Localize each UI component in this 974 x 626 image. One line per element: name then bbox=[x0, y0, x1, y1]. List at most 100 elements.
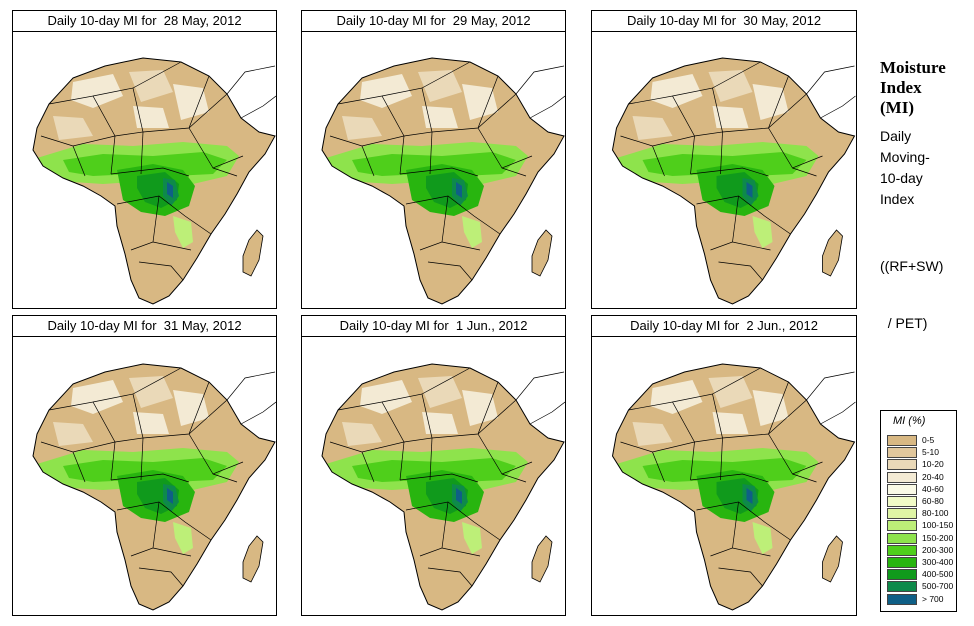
country-border bbox=[441, 241, 481, 251]
country-border bbox=[110, 135, 116, 175]
moisture-region bbox=[173, 216, 193, 248]
country-border bbox=[399, 441, 405, 481]
country-border bbox=[132, 367, 182, 395]
moisture-region bbox=[632, 116, 673, 140]
index-formula-line2: / PET) bbox=[880, 315, 928, 331]
moisture-region bbox=[173, 522, 193, 554]
legend-item: > 700 bbox=[887, 593, 955, 606]
country-border bbox=[718, 261, 763, 281]
legend-label: 10-20 bbox=[922, 459, 944, 470]
legend-label: 20-40 bbox=[922, 471, 944, 482]
index-desc-line3: 10-day bbox=[880, 170, 923, 186]
middle-east-outline bbox=[515, 65, 565, 119]
madagascar bbox=[531, 535, 553, 583]
moisture-region bbox=[418, 70, 462, 102]
moisture-region bbox=[352, 458, 516, 482]
legend-label: 80-100 bbox=[922, 508, 949, 519]
country-border bbox=[690, 135, 695, 175]
legend-swatch bbox=[887, 508, 917, 520]
country-border bbox=[361, 451, 375, 483]
map-panel-1 bbox=[12, 31, 277, 309]
legend-item: 60-80 bbox=[887, 496, 955, 508]
country-border bbox=[138, 567, 184, 587]
index-title-line2: Index bbox=[880, 78, 922, 97]
country-border bbox=[140, 131, 144, 175]
country-border bbox=[501, 167, 527, 177]
moisture-region bbox=[712, 106, 749, 128]
panel-title-6: Daily 10-day MI for 2 Jun., 2012 bbox=[591, 315, 857, 337]
legend-item: 500-700 bbox=[887, 581, 955, 593]
moisture-region bbox=[342, 422, 382, 446]
country-border bbox=[768, 93, 807, 129]
moisture-overlay bbox=[326, 376, 546, 574]
moisture-region bbox=[71, 74, 123, 108]
country-border bbox=[381, 87, 433, 137]
moisture-region bbox=[752, 84, 789, 120]
legend-swatch bbox=[887, 520, 917, 532]
legend-label: 40-60 bbox=[922, 483, 944, 494]
map-panel-2 bbox=[301, 31, 566, 309]
madagascar bbox=[242, 535, 264, 583]
moisture-region bbox=[456, 182, 462, 198]
legend-swatch bbox=[887, 483, 917, 495]
legend-label: > 700 bbox=[922, 593, 944, 604]
moisture-region bbox=[342, 116, 382, 140]
index-description: Moisture Index (MI) Daily Moving- 10-day… bbox=[880, 58, 970, 371]
moisture-region bbox=[752, 522, 773, 554]
country-border bbox=[72, 451, 86, 483]
country-border bbox=[672, 393, 723, 443]
moisture-region bbox=[422, 412, 458, 434]
index-title: Moisture Index (MI) bbox=[880, 58, 970, 118]
legend-swatch bbox=[887, 593, 917, 605]
legend-item: 100-150 bbox=[887, 520, 955, 532]
madagascar bbox=[822, 229, 843, 277]
madagascar bbox=[822, 535, 843, 583]
country-border bbox=[429, 437, 433, 481]
moisture-region bbox=[650, 74, 703, 108]
country-border bbox=[399, 473, 479, 483]
legend-item: 10-20 bbox=[887, 459, 955, 471]
moisture-region bbox=[708, 376, 753, 408]
country-border bbox=[477, 93, 517, 129]
moisture-region bbox=[173, 390, 209, 426]
legend-item: 200-300 bbox=[887, 544, 955, 557]
map-panel-5 bbox=[301, 336, 566, 616]
country-border bbox=[116, 501, 212, 541]
madagascar bbox=[531, 229, 553, 277]
country-border bbox=[732, 547, 771, 557]
country-border bbox=[132, 61, 182, 89]
moisture-region bbox=[632, 422, 673, 446]
country-border bbox=[672, 87, 723, 137]
country-border bbox=[712, 61, 761, 89]
moisture-region bbox=[63, 152, 227, 176]
legend-item: 80-100 bbox=[887, 508, 955, 520]
map-panel-3 bbox=[591, 31, 857, 309]
country-border bbox=[188, 93, 228, 129]
legend-label: 0-5 bbox=[922, 435, 935, 445]
moisture-region bbox=[462, 84, 498, 120]
country-border bbox=[732, 241, 771, 251]
country-border bbox=[399, 167, 479, 177]
country-border bbox=[399, 135, 405, 175]
country-border bbox=[116, 195, 212, 235]
moisture-region bbox=[462, 390, 498, 426]
country-border bbox=[212, 167, 238, 177]
country-border bbox=[110, 167, 190, 177]
legend-swatch bbox=[887, 496, 917, 507]
moisture-region bbox=[462, 522, 482, 554]
country-border bbox=[110, 441, 116, 481]
legend-item: 20-40 bbox=[887, 471, 955, 484]
country-border bbox=[72, 145, 86, 177]
color-legend: MI (%) 0-5 5-10 10-20 20-40 40-60 60-80 80-100… bbox=[880, 410, 957, 612]
country-border bbox=[212, 473, 238, 483]
moisture-region bbox=[752, 216, 773, 248]
moisture-region bbox=[71, 380, 123, 414]
moisture-region bbox=[360, 74, 412, 108]
moisture-region bbox=[746, 488, 753, 504]
index-formula: ((RF+SW) / PET) bbox=[880, 219, 970, 371]
country-border bbox=[652, 451, 665, 483]
country-border bbox=[152, 547, 192, 557]
moisture-region bbox=[173, 84, 209, 120]
legend-label: 150-200 bbox=[922, 532, 954, 543]
index-subtitle: Daily Moving- 10-day Index bbox=[880, 126, 970, 210]
